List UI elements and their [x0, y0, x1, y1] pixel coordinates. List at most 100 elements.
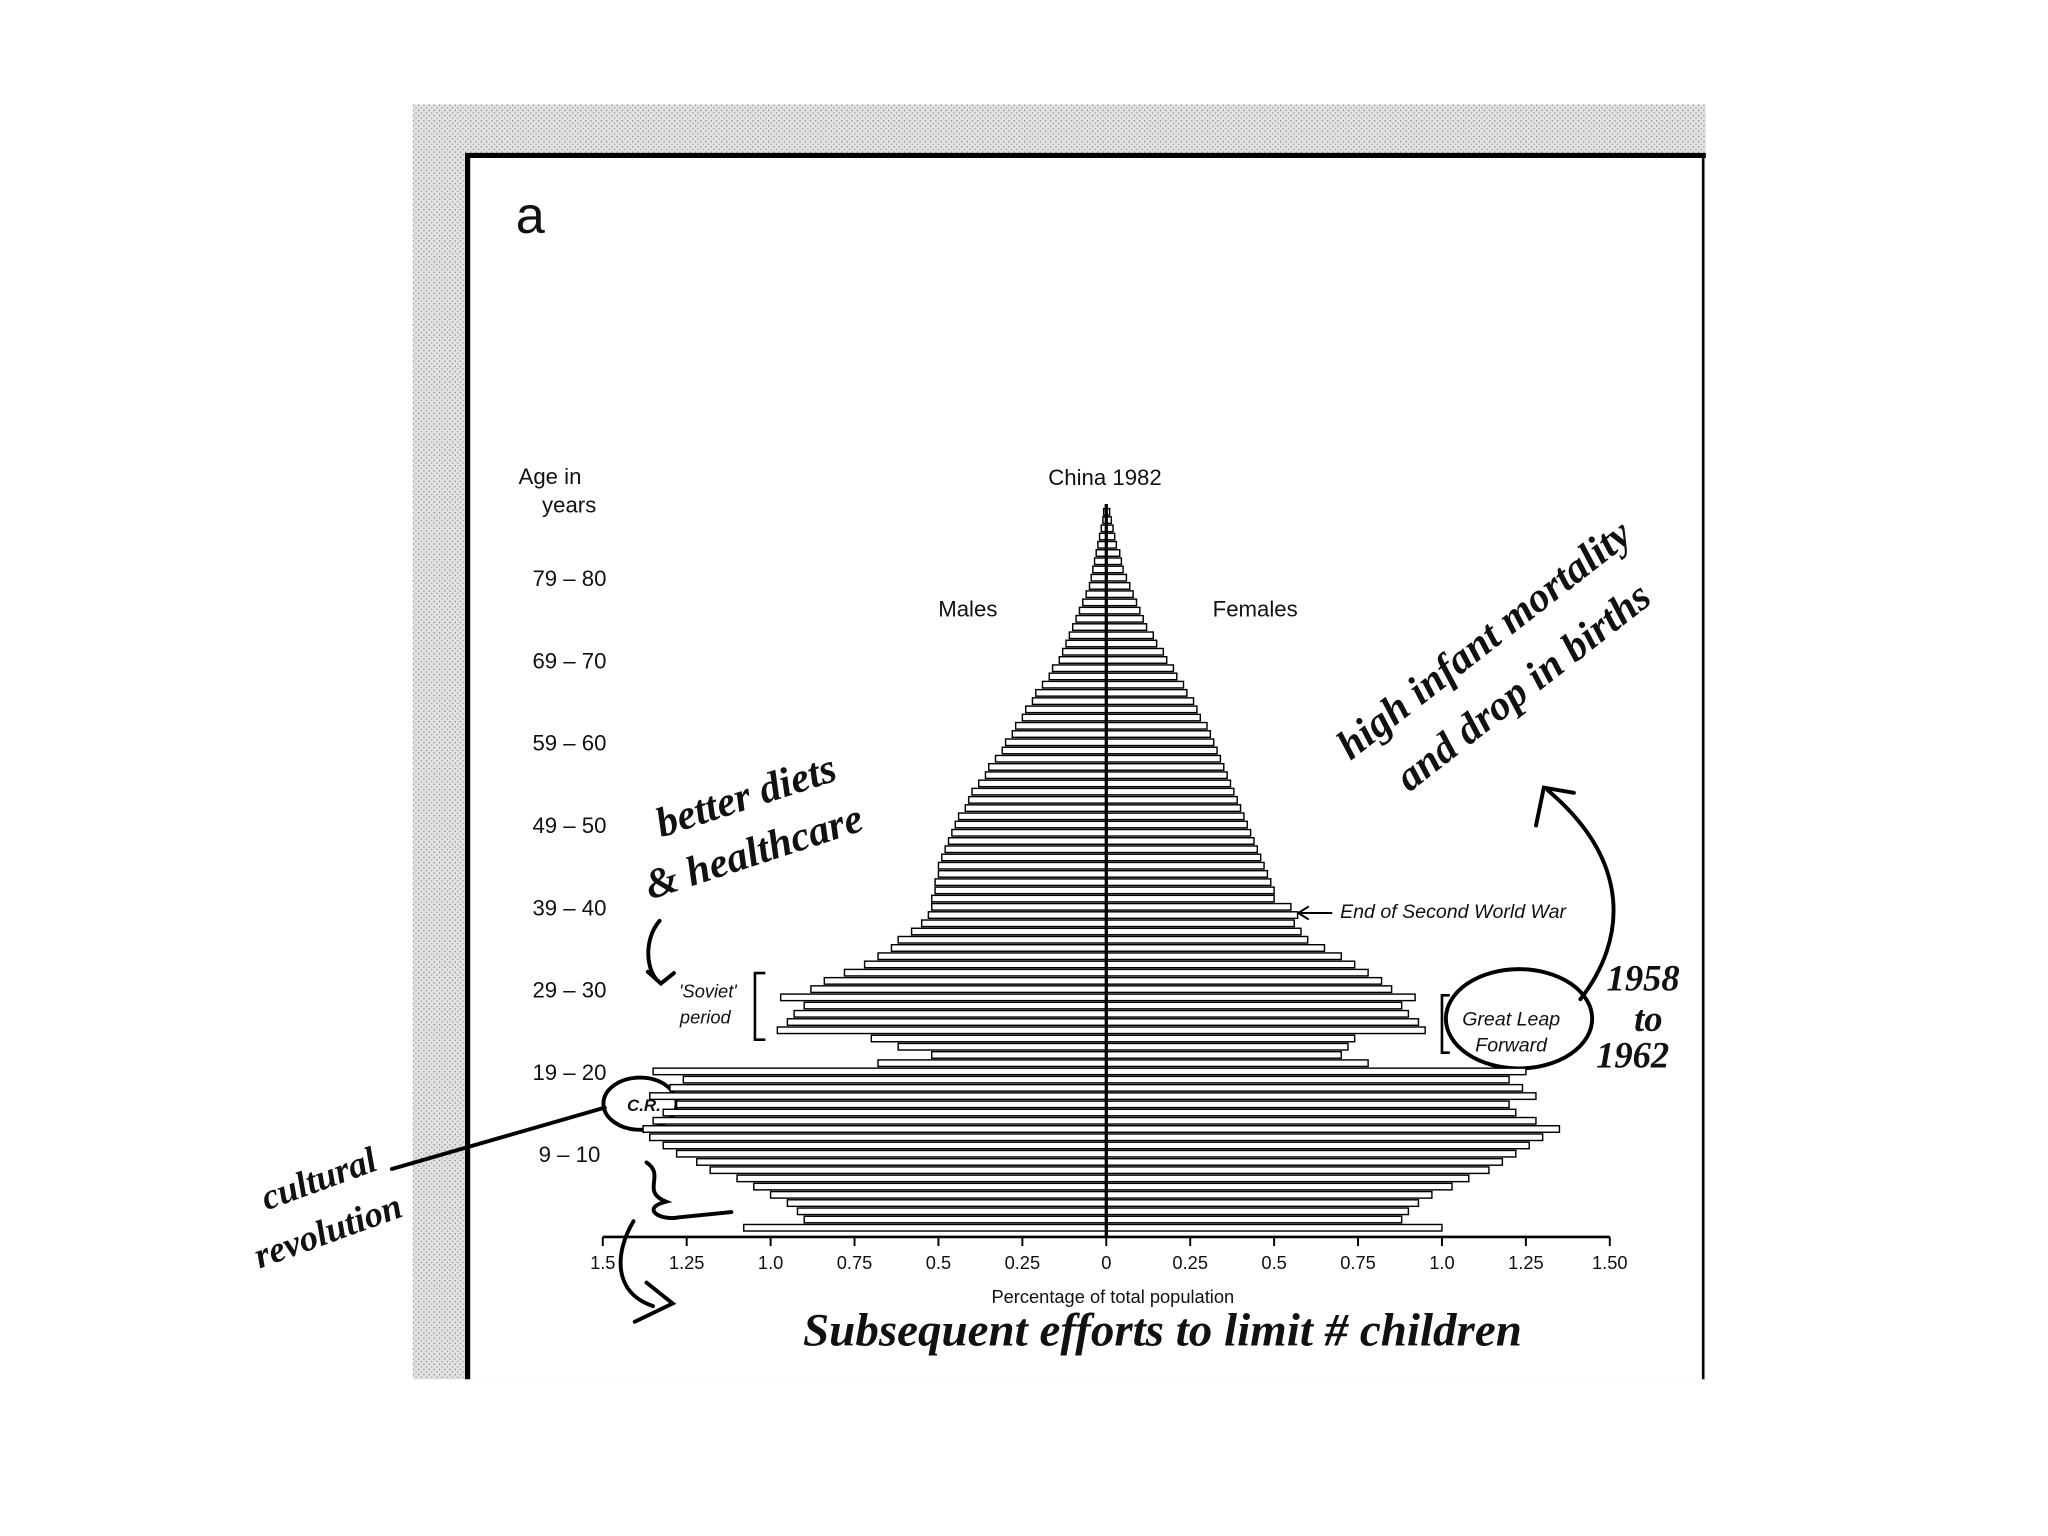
bar: [1105, 672, 1178, 681]
bar: [1105, 598, 1138, 607]
bar: [1105, 1001, 1403, 1010]
bar: [1105, 894, 1275, 903]
bar: [682, 1075, 1108, 1084]
bar: [1048, 672, 1108, 681]
bar: [1105, 647, 1165, 656]
bar: [1105, 1034, 1356, 1043]
bar: [652, 1067, 1108, 1076]
bar: [1092, 565, 1108, 574]
y-axis-label: years: [542, 493, 596, 518]
bar: [1105, 828, 1252, 837]
bar: [1105, 968, 1369, 977]
bar: [1105, 1042, 1349, 1051]
chart-title: China 1982: [1048, 465, 1162, 490]
bar: [931, 1050, 1108, 1059]
bar: [1105, 655, 1168, 664]
panel-label: a: [516, 187, 546, 245]
bar: [1105, 705, 1198, 714]
bar: [1021, 713, 1108, 722]
bar: [1011, 730, 1108, 739]
annotation: 'Soviet': [679, 980, 737, 1001]
bar: [1105, 565, 1124, 574]
bar: [1065, 639, 1108, 648]
x-tick-label: 1.50: [1592, 1252, 1628, 1273]
bar: [1105, 795, 1238, 804]
bar: [934, 886, 1108, 895]
bar: [1105, 878, 1272, 887]
bar: [1105, 1199, 1420, 1208]
annotation: Great Leap: [1462, 1008, 1560, 1030]
x-tick-label: 1.0: [758, 1252, 783, 1273]
bar: [1041, 680, 1108, 689]
bar: [957, 812, 1108, 821]
bar: [1105, 713, 1201, 722]
bar: [743, 1223, 1108, 1232]
bar: [1105, 738, 1215, 747]
bar: [1105, 631, 1154, 640]
bar: [649, 1092, 1108, 1101]
bar: [786, 1199, 1108, 1208]
bar: [662, 1141, 1108, 1150]
x-tick-label: 0.75: [837, 1252, 873, 1273]
bar: [1105, 902, 1292, 911]
bar: [1105, 1067, 1527, 1076]
bar: [709, 1166, 1108, 1175]
x-tick-label: 1.25: [1508, 1252, 1544, 1273]
bar: [967, 795, 1108, 804]
bar: [1105, 730, 1212, 739]
bracket: [753, 971, 766, 1041]
bar: [1105, 1215, 1403, 1224]
bar: [937, 861, 1108, 870]
bar: [1105, 886, 1275, 895]
bar: [786, 1018, 1108, 1027]
bar: [1031, 697, 1108, 706]
bar: [1105, 590, 1134, 599]
bar: [1105, 935, 1309, 944]
bar: [1051, 664, 1108, 673]
bar: [1105, 1141, 1530, 1150]
bar: [1105, 771, 1228, 780]
bar: [934, 878, 1108, 887]
y-tick-label: 59 – 60: [532, 731, 606, 756]
bar: [931, 902, 1108, 911]
bar: [1088, 581, 1108, 590]
annotation: period: [679, 1007, 732, 1028]
bar: [642, 1125, 1108, 1133]
bar: [803, 1001, 1108, 1010]
handwritten-note: 1962: [1596, 1035, 1669, 1076]
bar: [1105, 1190, 1433, 1199]
bar: [1105, 861, 1265, 870]
bar: [890, 943, 1108, 952]
bar: [971, 787, 1108, 796]
bar: [1105, 746, 1218, 755]
bar: [696, 1157, 1108, 1166]
bar: [1105, 557, 1123, 566]
bar: [877, 952, 1108, 961]
bar: [944, 845, 1108, 854]
bar: [1105, 549, 1121, 557]
bar: [937, 869, 1108, 878]
bar: [1025, 705, 1108, 714]
bar: [823, 976, 1108, 985]
bar: [1105, 614, 1144, 623]
bar: [662, 1108, 1108, 1117]
y-tick-label: 69 – 70: [532, 648, 606, 673]
bar: [1105, 812, 1245, 821]
x-tick-label: 1.5: [590, 1252, 615, 1273]
bar: [941, 853, 1108, 862]
bar: [1105, 985, 1393, 994]
bar: [736, 1174, 1108, 1183]
x-tick-label: 1.0: [1429, 1252, 1454, 1273]
bar: [988, 762, 1108, 771]
bar: [810, 985, 1108, 994]
bracket: [1440, 993, 1450, 1055]
bar: [1105, 1018, 1420, 1027]
bar: [803, 1215, 1108, 1224]
bar: [1105, 1125, 1561, 1133]
arrow: [1534, 785, 1616, 1002]
series-label: Females: [1213, 596, 1298, 621]
bar: [1105, 1223, 1443, 1232]
bar: [951, 828, 1108, 837]
bar: [1078, 606, 1108, 615]
bar: [1105, 762, 1225, 771]
